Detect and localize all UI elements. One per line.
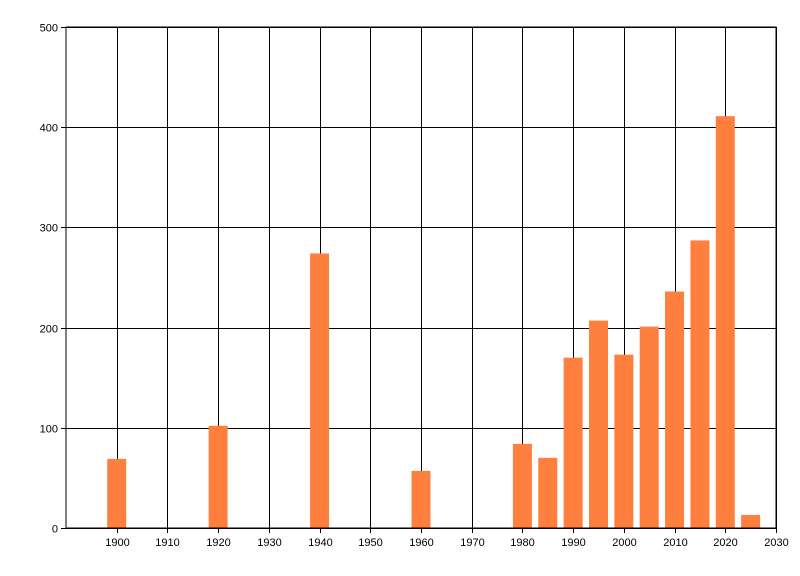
x-tick-label: 2010 — [663, 537, 687, 549]
bar-1920 — [208, 425, 228, 528]
bar-1900 — [107, 458, 127, 528]
bar-1990 — [563, 357, 583, 528]
y-tick-label: 200 — [40, 324, 58, 336]
x-tick-label: 2020 — [713, 537, 737, 549]
tick-labels: 0 100 200 300 400 500 1900 1910 1920 1930 1940 1950… — [40, 23, 789, 550]
x-tick-label: 2030 — [764, 537, 788, 549]
y-tick-label: 100 — [40, 424, 58, 436]
bar-1985 — [538, 457, 558, 528]
x-tick-label: 1990 — [561, 537, 585, 549]
bar-1940 — [310, 253, 330, 528]
bars — [107, 116, 761, 528]
x-tick-label: 1900 — [105, 537, 129, 549]
x-tick-label: 1950 — [358, 537, 382, 549]
bar-2020 — [715, 116, 735, 528]
x-tick-label: 1980 — [510, 537, 534, 549]
y-tick-label: 400 — [40, 123, 58, 135]
bar-2010 — [665, 291, 685, 528]
bar-1980 — [512, 443, 532, 528]
bar-2015 — [690, 240, 710, 528]
x-tick-label: 1970 — [460, 537, 484, 549]
x-tick-label: 1930 — [257, 537, 281, 549]
x-tick-label: 1920 — [206, 537, 230, 549]
x-tick-label: 1960 — [409, 537, 433, 549]
y-tick-label: 0 — [52, 524, 58, 536]
x-tick-label: 1910 — [155, 537, 179, 549]
bar-1960 — [411, 470, 431, 528]
y-tick-label: 500 — [40, 23, 58, 35]
x-tick-label: 2000 — [612, 537, 636, 549]
bar-1995 — [589, 320, 608, 528]
x-tick-label: 1940 — [308, 537, 332, 549]
y-tick-label: 300 — [40, 223, 58, 235]
axes — [61, 26, 777, 533]
bar-2000 — [614, 354, 634, 528]
bar-2025 — [741, 514, 761, 528]
bar-2005 — [639, 326, 659, 528]
